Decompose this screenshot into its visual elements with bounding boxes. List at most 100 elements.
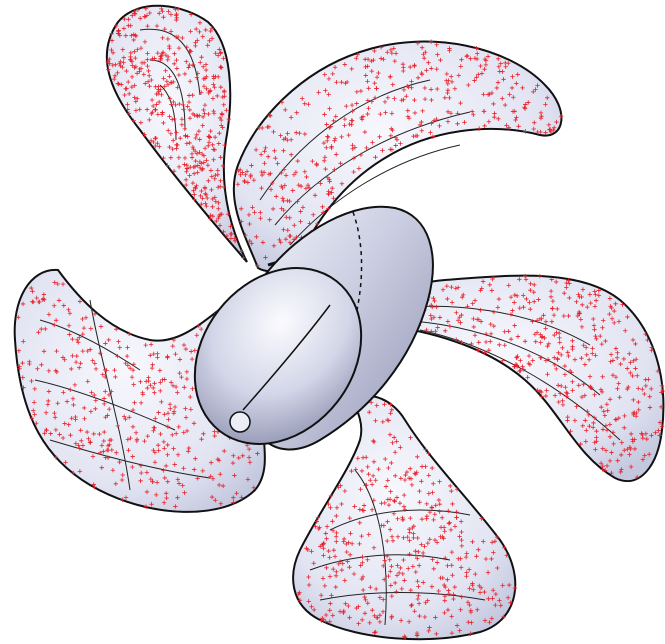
point-marker [129, 374, 135, 380]
point-marker [137, 107, 142, 112]
point-marker [36, 330, 41, 335]
point-marker [211, 157, 216, 162]
point-marker [445, 319, 451, 324]
point-marker [154, 23, 160, 29]
point-marker [471, 316, 476, 322]
point-marker [208, 128, 213, 134]
point-marker [413, 548, 418, 554]
point-marker [391, 498, 397, 503]
point-marker [449, 549, 455, 555]
point-marker [528, 281, 533, 286]
point-marker [515, 354, 520, 359]
point-marker [592, 304, 598, 309]
blade-upper-left[interactable] [105, 4, 248, 263]
point-marker [130, 63, 135, 68]
point-marker [152, 381, 157, 386]
point-marker [245, 180, 251, 185]
point-marker [359, 576, 365, 582]
point-marker [455, 111, 460, 116]
point-marker [236, 168, 241, 174]
point-marker [290, 188, 295, 193]
point-marker [323, 531, 328, 536]
point-marker [481, 92, 486, 97]
point-marker [77, 446, 82, 451]
point-marker [98, 324, 104, 329]
point-marker [508, 294, 514, 300]
point-marker [272, 148, 277, 154]
point-marker [459, 529, 464, 535]
point-marker [502, 329, 507, 334]
point-marker [135, 47, 140, 52]
point-marker [195, 71, 200, 76]
point-marker [216, 482, 222, 488]
point-marker [551, 312, 557, 318]
point-marker [219, 111, 225, 116]
point-marker [123, 360, 128, 366]
point-marker [429, 465, 435, 471]
point-marker [163, 463, 169, 469]
point-marker [554, 119, 559, 125]
propeller-hub[interactable] [160, 205, 434, 477]
point-marker [332, 65, 338, 70]
point-marker [609, 470, 614, 476]
point-cloud-markers [16, 6, 665, 640]
point-marker [420, 108, 425, 114]
point-marker [163, 68, 168, 73]
point-marker [472, 78, 477, 83]
point-marker [611, 441, 616, 447]
point-marker [174, 15, 179, 21]
point-marker [469, 109, 475, 114]
point-marker [502, 545, 507, 550]
point-marker [384, 553, 390, 559]
point-marker [453, 337, 459, 342]
point-marker [417, 499, 422, 505]
point-marker [169, 102, 174, 107]
point-marker [538, 332, 543, 337]
point-marker [437, 509, 442, 514]
point-marker [188, 407, 194, 412]
point-marker [347, 515, 352, 521]
point-marker [549, 319, 555, 324]
point-marker [322, 72, 327, 77]
point-marker [471, 112, 476, 117]
point-marker [240, 170, 245, 175]
point-marker [130, 424, 136, 429]
point-marker [370, 140, 375, 145]
point-marker [105, 455, 111, 461]
point-marker [158, 388, 163, 394]
point-marker [487, 282, 492, 287]
point-marker [295, 199, 300, 204]
point-marker [307, 221, 312, 226]
point-marker [85, 379, 90, 384]
point-marker [311, 607, 317, 613]
point-marker [209, 36, 215, 41]
blade-right[interactable] [356, 274, 665, 482]
point-marker [537, 316, 543, 322]
point-marker [238, 206, 244, 212]
point-marker [178, 135, 183, 141]
point-marker [586, 357, 592, 362]
point-marker [514, 293, 520, 299]
point-marker [330, 528, 336, 533]
point-marker [539, 113, 544, 119]
point-marker [188, 49, 194, 54]
point-marker [444, 283, 450, 289]
point-marker [312, 193, 318, 198]
point-marker [613, 301, 618, 307]
point-marker [577, 294, 582, 300]
point-marker [365, 557, 370, 562]
point-marker [91, 482, 96, 487]
point-marker [190, 144, 196, 150]
point-marker [198, 193, 203, 199]
point-marker [374, 75, 380, 80]
point-marker [216, 215, 221, 221]
point-marker [394, 589, 399, 594]
point-marker [218, 155, 223, 160]
point-marker [306, 599, 311, 604]
point-marker [16, 348, 22, 353]
point-marker [337, 609, 343, 614]
point-marker [471, 587, 476, 592]
point-marker [454, 487, 460, 492]
